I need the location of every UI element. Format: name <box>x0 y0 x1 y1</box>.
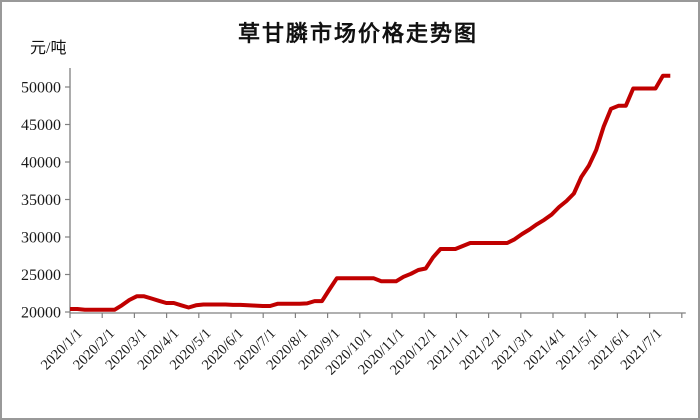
y-tick-label: 25000 <box>21 267 61 284</box>
y-tick-label: 50000 <box>21 80 61 97</box>
y-tick-label: 30000 <box>21 230 61 247</box>
y-axis-unit-label: 元/吨 <box>30 40 67 57</box>
y-tick-label: 35000 <box>21 192 61 209</box>
y-tick-label: 45000 <box>21 117 61 134</box>
y-tick-label: 20000 <box>21 305 61 322</box>
chart-title: 草甘膦市场价格走势图 <box>237 21 478 46</box>
price-series-line <box>70 73 671 312</box>
y-tick-label: 40000 <box>21 155 61 172</box>
